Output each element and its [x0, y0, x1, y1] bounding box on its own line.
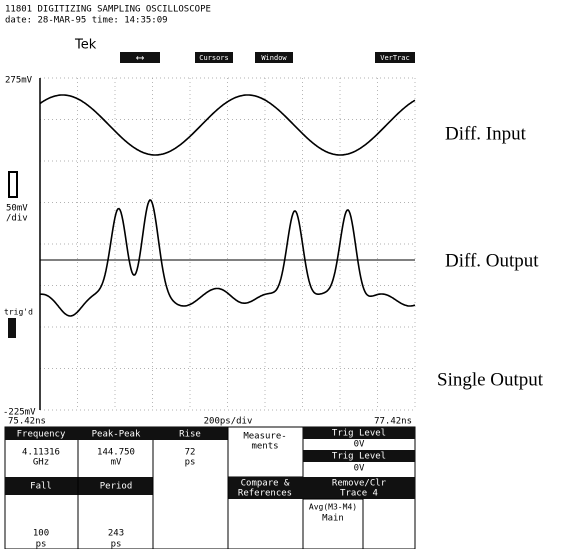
button[interactable]: Window	[261, 54, 287, 62]
scale-label: 50mV	[6, 204, 28, 214]
datetime: date: 28-MAR-95 time: 14:35:09	[5, 16, 168, 26]
menu-value: 72	[185, 448, 196, 458]
menu-unit: ps	[111, 540, 122, 549]
menu-label[interactable]: Frequency	[17, 430, 66, 440]
annotation: Single Output	[437, 369, 544, 390]
menu-button[interactable]: Trace 4	[340, 489, 378, 499]
menu-value: 100	[33, 529, 49, 539]
menu-label[interactable]: Fall	[30, 482, 52, 492]
menu-label[interactable]: Trig Level	[332, 452, 386, 462]
x-end: 77.42ns	[374, 417, 412, 427]
menu-button[interactable]: References	[238, 489, 292, 499]
menu-value: 144.750	[97, 448, 135, 458]
trig-label: trig'd	[4, 308, 33, 317]
menu-label[interactable]: Peak-Peak	[92, 430, 141, 440]
menu-unit: GHz	[33, 458, 49, 468]
title: 11801 DIGITIZING SAMPLING OSCILLOSCOPE	[5, 5, 211, 15]
menu: Frequency Peak-Peak Rise 4.11316 GHz 144…	[5, 427, 415, 549]
menu-value: 0V	[354, 440, 365, 450]
menu-button[interactable]: Remove/Clr	[332, 479, 387, 489]
x-scale: 200ps/div	[204, 417, 253, 427]
top-label: 275mV	[5, 76, 33, 86]
menu-value: 243	[108, 529, 124, 539]
scale-unit: /div	[6, 214, 28, 224]
menu-button[interactable]: Measure-	[243, 432, 286, 442]
menu-button[interactable]: ments	[251, 442, 278, 452]
menu-value: 4.11316	[22, 448, 60, 458]
scope-screen: 11801 DIGITIZING SAMPLING OSCILLOSCOPE d…	[0, 0, 587, 549]
scale-icon	[9, 172, 17, 197]
menu-button[interactable]: Avg(M3-M4)	[309, 503, 357, 512]
menu-button[interactable]: Compare &	[241, 479, 290, 489]
x-start: 75.42ns	[8, 417, 46, 427]
trig-icon	[8, 318, 16, 338]
annotation: Diff. Output	[445, 250, 539, 271]
menu-button[interactable]: Main	[322, 514, 344, 524]
annotation: Diff. Input	[445, 123, 527, 144]
menu-label[interactable]: Trig Level	[332, 429, 386, 439]
menu-label[interactable]: Rise	[179, 430, 201, 440]
menu-label[interactable]: Period	[100, 482, 133, 492]
brand: Tek	[74, 38, 97, 53]
menu-unit: ps	[36, 540, 47, 549]
menu-value: 0V	[354, 464, 365, 474]
button[interactable]: VerTrac	[380, 54, 410, 62]
menu-unit: ps	[185, 458, 196, 468]
button[interactable]: Cursors	[199, 54, 229, 62]
menu-unit: mV	[111, 458, 122, 468]
graticule	[40, 78, 415, 410]
